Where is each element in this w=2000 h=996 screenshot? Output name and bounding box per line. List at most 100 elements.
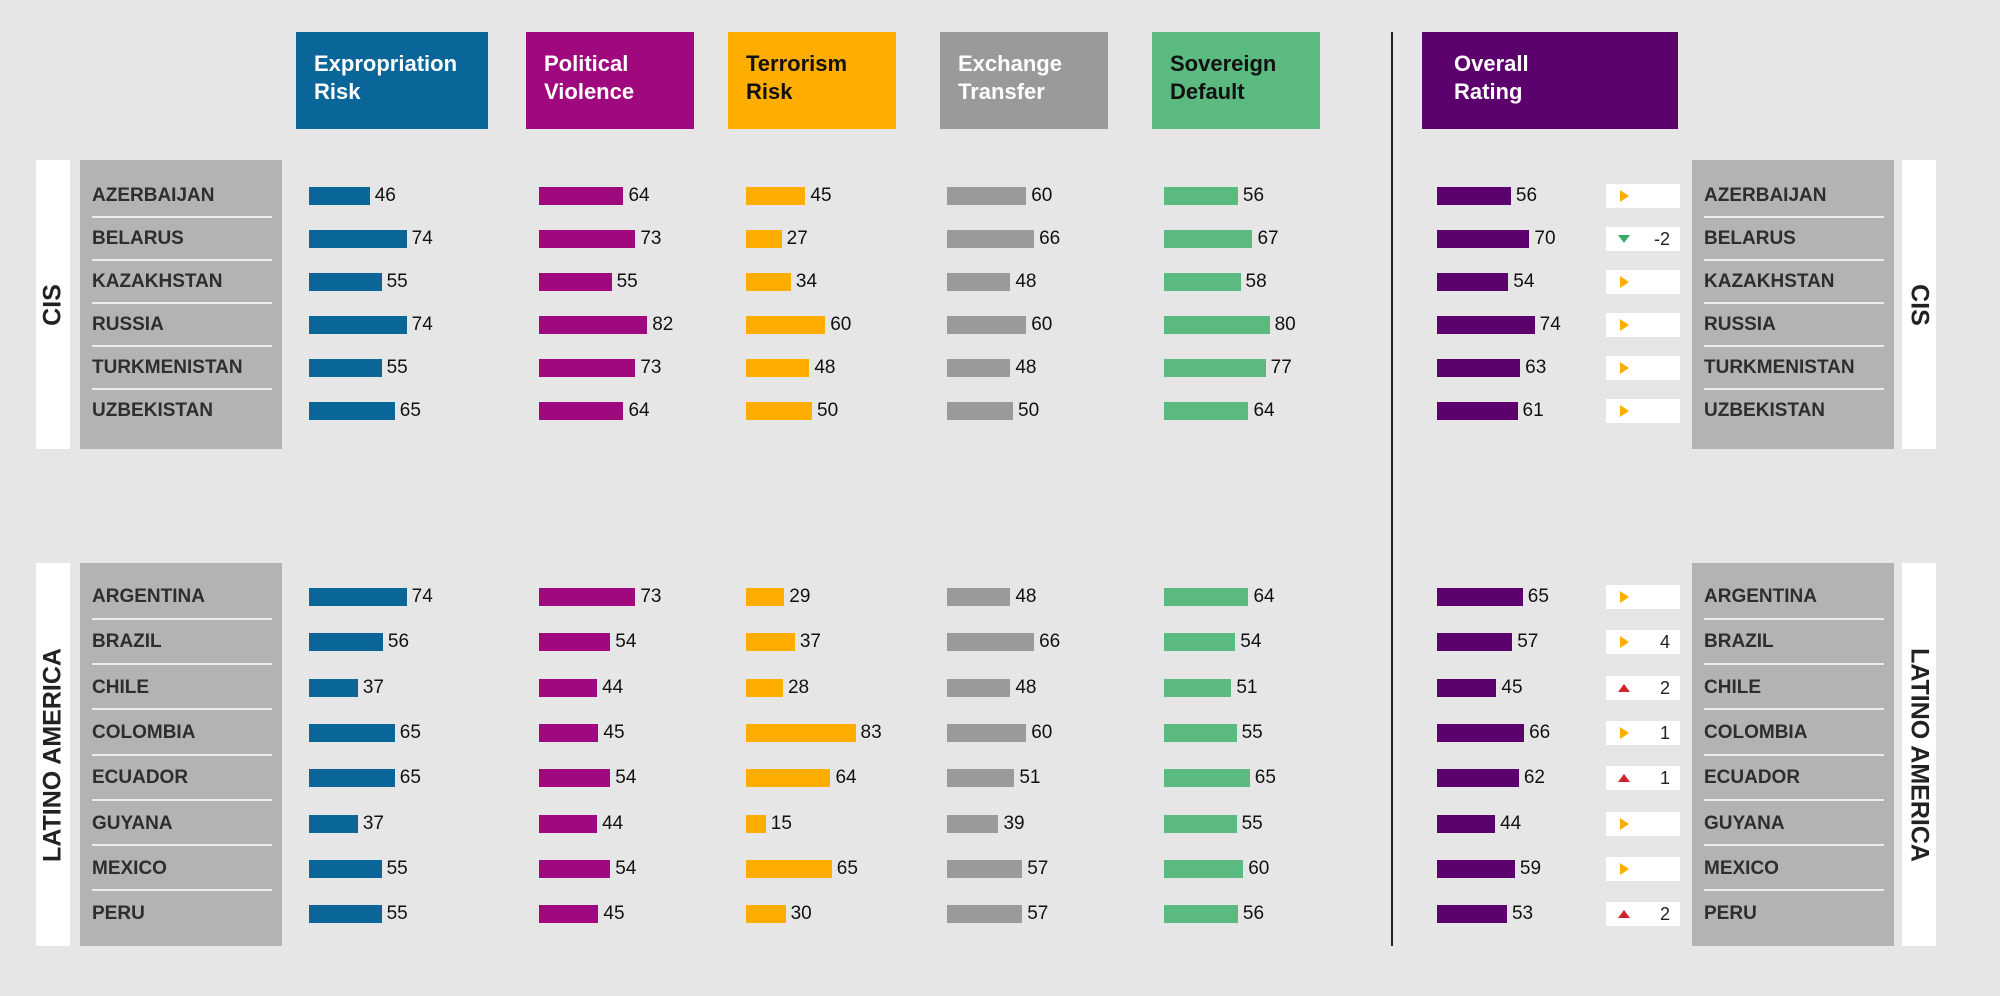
region-label-left: LATINO AMERICA [38, 647, 67, 862]
value-label: 57 [1027, 903, 1049, 925]
header-line1: Overall [1454, 51, 1529, 76]
bar-sovereign-default [1164, 230, 1253, 248]
bar-overall-rating [1437, 814, 1496, 833]
bar-terrorism-risk [746, 588, 785, 606]
country-label: RUSSIA [92, 314, 164, 335]
value-label: 45 [603, 903, 625, 925]
rating-change [1606, 585, 1680, 609]
value-label: 64 [1253, 400, 1275, 421]
arrow-up-icon [1618, 910, 1630, 919]
value-label: 50 [817, 400, 839, 421]
rating-change: 4 [1606, 630, 1680, 655]
bar-exchange-transfer [947, 402, 1013, 420]
value-label: 70 [1534, 228, 1556, 249]
value-label: 57 [1027, 857, 1049, 879]
arrow-right-icon [1620, 726, 1629, 739]
bar-expropriation-risk [309, 723, 395, 742]
bar-overall-rating [1437, 769, 1519, 788]
country-label: BELARUS [92, 228, 184, 249]
row-separator [1704, 662, 1884, 665]
bar-sovereign-default [1164, 723, 1237, 742]
bar-overall-rating [1437, 359, 1521, 377]
country-label: CHILE [1704, 676, 1761, 698]
bar-terrorism-risk [746, 316, 826, 334]
country-label: CHILE [92, 676, 149, 698]
country-label: KAZAKHSTAN [92, 271, 223, 292]
bar-sovereign-default [1164, 633, 1236, 652]
row-separator [92, 344, 272, 347]
value-label: 51 [1236, 676, 1258, 698]
region-label-right: CIS [1905, 283, 1934, 326]
header-sovereign-default: Sovereign Default [1152, 32, 1320, 129]
value-label: 48 [814, 357, 836, 378]
header-line1: Exchange [958, 51, 1062, 76]
bar-political-violence [539, 859, 611, 878]
value-label: 54 [615, 631, 637, 653]
country-label: TURKMENISTAN [1704, 357, 1855, 378]
value-label: 74 [411, 314, 433, 335]
rating-change-value: -2 [1653, 229, 1670, 249]
value-label: 55 [386, 903, 408, 925]
value-label: 53 [1511, 903, 1534, 925]
bar-terrorism-risk [746, 814, 766, 833]
bar-exchange-transfer [947, 230, 1035, 248]
bar-terrorism-risk [746, 633, 795, 652]
bar-expropriation-risk [309, 402, 395, 420]
value-label: 74 [1539, 314, 1561, 335]
header-line2: Violence [544, 79, 635, 104]
value-label: 28 [787, 676, 810, 698]
header-terrorism-risk: Terrorism Risk [728, 32, 896, 129]
bar-political-violence [539, 588, 636, 606]
row-separator [1704, 301, 1884, 304]
bar-expropriation-risk [309, 859, 382, 878]
rating-change-value: 2 [1659, 904, 1670, 925]
bar-sovereign-default [1164, 859, 1244, 878]
bar-exchange-transfer [947, 316, 1027, 334]
arrow-right-icon [1620, 862, 1629, 875]
bar-sovereign-default [1164, 814, 1237, 833]
bar-exchange-transfer [947, 187, 1027, 205]
bar-expropriation-risk [309, 905, 382, 924]
bar-sovereign-default [1164, 273, 1241, 291]
bar-political-violence [539, 814, 598, 833]
value-label: 63 [1525, 357, 1547, 378]
bar-terrorism-risk [746, 678, 783, 697]
value-label: 56 [1242, 903, 1265, 925]
value-label: 64 [835, 767, 857, 789]
value-label: 34 [795, 271, 818, 292]
country-label: ARGENTINA [1704, 586, 1817, 607]
region-side-right [1902, 160, 1936, 449]
country-label: ECUADOR [92, 767, 189, 789]
country-label: BELARUS [1704, 228, 1796, 249]
bar-exchange-transfer [947, 633, 1035, 652]
header-line1: Terrorism [746, 51, 848, 76]
bar-terrorism-risk [746, 187, 806, 205]
country-label: MEXICO [92, 857, 167, 879]
value-label: 51 [1019, 767, 1041, 789]
row-separator [1704, 344, 1884, 347]
bar-expropriation-risk [309, 359, 382, 377]
value-label: 64 [1253, 586, 1275, 607]
value-label: 65 [1254, 767, 1276, 789]
value-label: 55 [386, 357, 408, 378]
bar-overall-rating [1437, 273, 1509, 291]
row-separator [92, 301, 272, 304]
row-separator [1704, 258, 1884, 261]
value-label: 55 [386, 857, 408, 879]
bar-terrorism-risk [746, 905, 786, 924]
value-label: 73 [640, 586, 662, 607]
bar-overall-rating [1437, 859, 1515, 878]
value-label: 73 [640, 357, 662, 378]
bar-overall-rating [1437, 402, 1518, 420]
value-label: 66 [1039, 631, 1061, 653]
bar-overall-rating [1437, 230, 1530, 248]
value-label: 45 [1501, 676, 1523, 698]
rating-change [1606, 856, 1680, 881]
value-label: 54 [1513, 271, 1535, 292]
region-label-left: CIS [38, 283, 67, 326]
arrow-down-icon [1618, 235, 1630, 243]
rating-change-value: 1 [1659, 768, 1670, 789]
country-label: PERU [92, 903, 145, 925]
row-separator [1704, 387, 1884, 390]
bar-overall-rating [1437, 316, 1535, 334]
